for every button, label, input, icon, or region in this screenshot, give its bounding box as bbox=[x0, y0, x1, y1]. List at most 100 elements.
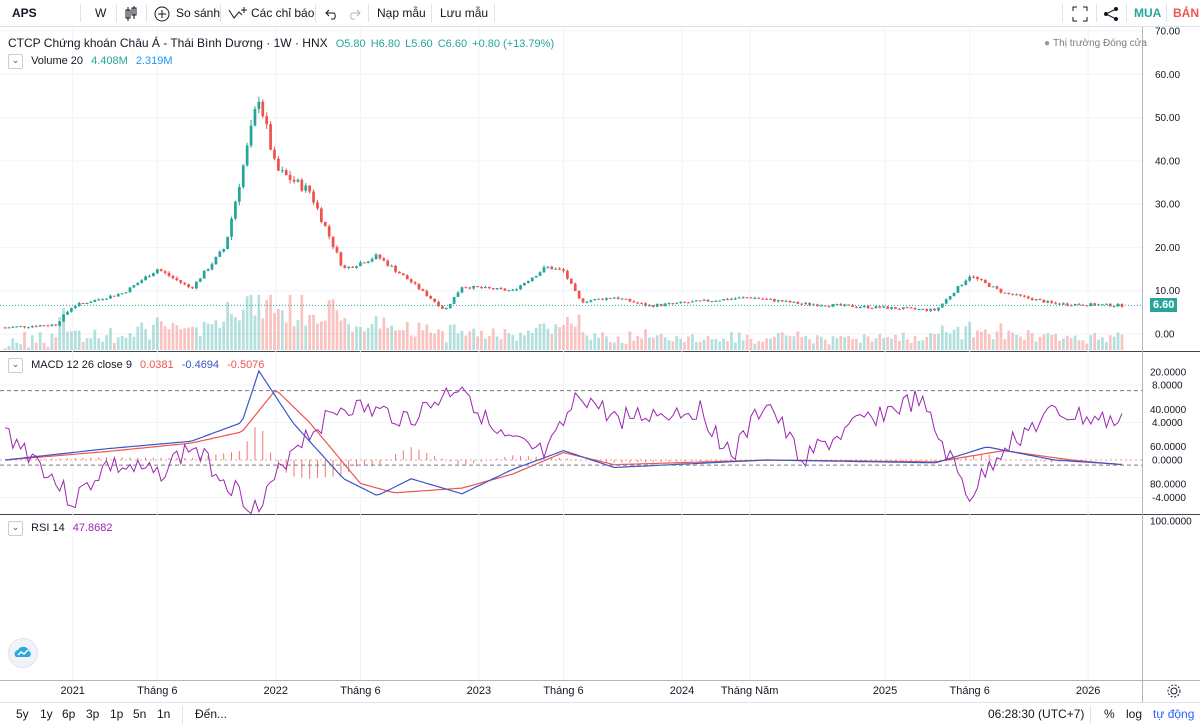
volume-bar bbox=[77, 330, 81, 350]
candle-body bbox=[659, 304, 663, 306]
buy-button[interactable]: MUA bbox=[1134, 6, 1162, 20]
symbol-button[interactable]: APS bbox=[12, 6, 37, 20]
volume-bar bbox=[327, 300, 331, 350]
volume-bar bbox=[687, 336, 690, 350]
collapse-chevron-icon[interactable]: ⌄ bbox=[8, 358, 23, 373]
volume-bar bbox=[1073, 335, 1077, 350]
candles-icon[interactable] bbox=[122, 0, 140, 26]
candle-body bbox=[745, 297, 749, 299]
range-5y[interactable]: 5y bbox=[16, 707, 29, 721]
volume-bar bbox=[495, 336, 499, 350]
undo-icon[interactable] bbox=[323, 0, 341, 26]
candle-body bbox=[597, 298, 601, 300]
share-icon[interactable] bbox=[1102, 0, 1120, 26]
candle-body bbox=[1077, 303, 1081, 305]
fullscreen-icon[interactable] bbox=[1070, 0, 1090, 26]
candle-body bbox=[1015, 294, 1018, 296]
range-5n[interactable]: 5n bbox=[133, 707, 147, 721]
save-template-button[interactable]: Lưu mẫu bbox=[440, 6, 489, 20]
range-6p[interactable]: 6p bbox=[62, 707, 76, 721]
volume-bar bbox=[296, 320, 300, 350]
volume-bar bbox=[378, 328, 382, 350]
candle-body bbox=[788, 300, 792, 303]
volume-bar bbox=[109, 327, 112, 350]
volume-bar bbox=[27, 347, 30, 350]
candle-body bbox=[843, 304, 847, 306]
gear-icon[interactable] bbox=[1166, 683, 1184, 701]
volume-bar bbox=[73, 330, 77, 350]
indicators-button[interactable]: Các chỉ báo bbox=[251, 6, 315, 20]
volume-bar bbox=[562, 324, 565, 350]
candle-body bbox=[11, 326, 15, 328]
candle-body bbox=[952, 292, 956, 297]
candle-body bbox=[464, 287, 468, 289]
candle-body bbox=[925, 308, 929, 311]
indicators-icon[interactable] bbox=[227, 0, 249, 26]
top-toolbar: APS W So sánh Các chỉ báo bbox=[0, 0, 1200, 27]
candle-body bbox=[50, 324, 54, 326]
candle-body bbox=[921, 308, 925, 310]
volume-bar bbox=[1054, 334, 1057, 350]
range-3p[interactable]: 3p bbox=[86, 707, 100, 721]
range-1y[interactable]: 1y bbox=[40, 707, 53, 721]
volume-bar bbox=[85, 338, 89, 350]
volume-bar bbox=[491, 328, 495, 350]
collapse-chevron-icon[interactable]: ⌄ bbox=[8, 521, 23, 536]
candle-body bbox=[1022, 295, 1026, 297]
candle-body bbox=[116, 294, 120, 297]
volume-bar bbox=[351, 331, 354, 350]
candle-body bbox=[1105, 303, 1108, 305]
candle-body bbox=[503, 288, 507, 291]
volume-bar bbox=[398, 330, 401, 350]
volume-bar bbox=[886, 337, 890, 350]
candle-body bbox=[179, 280, 183, 283]
candle-body bbox=[890, 307, 893, 309]
volume-bar bbox=[628, 331, 632, 350]
range-1n[interactable]: 1n bbox=[157, 707, 171, 721]
log-toggle[interactable]: log bbox=[1126, 707, 1143, 721]
chart-canvas[interactable]: 70.00 60.00 50.00 40.00 30.00 20.00 10.00 0.00 8… bbox=[0, 0, 1200, 702]
rsi-legend: ⌄ RSI 14 47.8682 bbox=[8, 521, 118, 536]
candle-body bbox=[769, 298, 772, 300]
candle-body bbox=[819, 305, 823, 307]
volume-bar bbox=[464, 335, 468, 350]
volume-bar bbox=[913, 335, 917, 350]
time-axis-label: Tháng 6 bbox=[137, 685, 177, 697]
candle-body bbox=[312, 191, 315, 203]
candle-body bbox=[304, 185, 308, 191]
auto-scale-toggle[interactable]: tự động bbox=[1153, 707, 1195, 721]
sell-button[interactable]: BÁN bbox=[1173, 6, 1199, 20]
volume-bar bbox=[972, 337, 975, 350]
price-axis-label: 70.00 bbox=[1155, 27, 1180, 38]
range-1p[interactable]: 1p bbox=[110, 707, 124, 721]
candle-body bbox=[1050, 300, 1054, 303]
volume-bar bbox=[698, 341, 702, 350]
candles bbox=[3, 96, 1124, 329]
volume-bar bbox=[58, 317, 62, 350]
load-template-button[interactable]: Nạp mẫu bbox=[377, 6, 426, 20]
interval-button[interactable]: W bbox=[95, 6, 107, 20]
candle-body bbox=[433, 298, 436, 302]
candle-body bbox=[757, 297, 761, 299]
percent-toggle[interactable]: % bbox=[1104, 707, 1115, 721]
volume-bar bbox=[140, 322, 144, 350]
compare-plus-icon[interactable] bbox=[153, 0, 171, 26]
redo-icon[interactable] bbox=[345, 0, 363, 26]
volume-bar bbox=[382, 317, 386, 350]
volume-bar bbox=[585, 335, 589, 350]
volume-bar bbox=[277, 308, 280, 350]
volume-bar bbox=[851, 339, 854, 350]
tradingview-logo-icon[interactable] bbox=[8, 638, 38, 668]
candle-body bbox=[249, 125, 253, 146]
candle-body bbox=[280, 170, 284, 172]
candle-body bbox=[300, 179, 304, 191]
compare-button[interactable]: So sánh bbox=[176, 6, 221, 20]
volume-bar bbox=[519, 332, 522, 350]
volume-bar bbox=[425, 324, 429, 350]
volume-bar bbox=[765, 338, 768, 350]
candle-body bbox=[933, 308, 936, 311]
candle-body bbox=[558, 268, 561, 270]
collapse-chevron-icon[interactable]: ⌄ bbox=[8, 54, 23, 69]
clock-timezone[interactable]: 06:28:30 (UTC+7) bbox=[988, 707, 1085, 721]
goto-date-button[interactable]: Đến... bbox=[195, 707, 228, 721]
